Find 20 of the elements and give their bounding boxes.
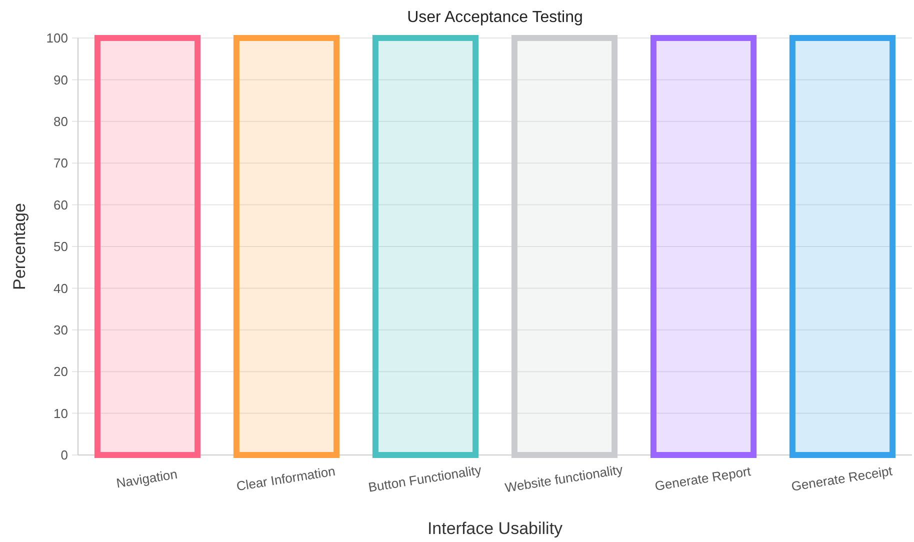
y-tick-label: 70 — [54, 156, 68, 171]
y-tick-label: 60 — [54, 197, 68, 212]
y-tick-label: 80 — [54, 114, 68, 129]
y-tick-label: 0 — [60, 448, 68, 463]
x-tick-label: Generate Receipt — [790, 463, 894, 494]
x-axis-title: Interface Usability — [427, 519, 564, 538]
chart-title: User Acceptance Testing — [407, 9, 583, 26]
y-tick-label: 90 — [54, 72, 68, 88]
x-tick-label: Website functionality — [504, 462, 624, 496]
x-tick-label: Generate Report — [654, 464, 752, 494]
x-tick-label: Button Functionality — [367, 462, 483, 495]
y-tick-label: 20 — [54, 364, 68, 380]
y-tick-label: 10 — [54, 406, 68, 421]
x-tick-label: Navigation — [115, 466, 178, 491]
y-axis-title: Percentage — [10, 203, 29, 290]
x-tick-label: Clear Information — [235, 463, 336, 494]
y-tick-label: 50 — [54, 239, 68, 254]
y-tick-label: 100 — [46, 30, 68, 46]
y-tick-label: 30 — [54, 322, 68, 338]
y-tick-label: 40 — [54, 280, 68, 296]
